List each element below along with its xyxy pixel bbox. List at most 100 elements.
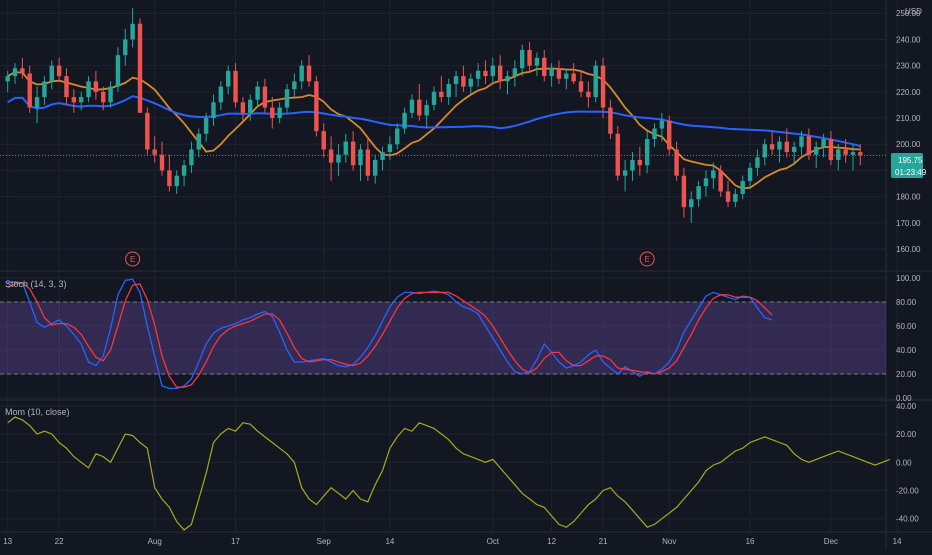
candle-body[interactable] bbox=[556, 68, 562, 79]
candle-body[interactable] bbox=[453, 76, 459, 84]
candle-body[interactable] bbox=[689, 199, 694, 208]
candle-body[interactable] bbox=[225, 70, 231, 87]
candle-body[interactable] bbox=[56, 65, 62, 77]
candle-body[interactable] bbox=[42, 81, 47, 98]
candle-body[interactable] bbox=[20, 68, 25, 74]
candle-body[interactable] bbox=[203, 118, 209, 134]
candle-body[interactable] bbox=[762, 144, 767, 158]
candle-body[interactable] bbox=[137, 23, 143, 113]
candle-body[interactable] bbox=[850, 152, 856, 155]
candle-body[interactable] bbox=[652, 128, 657, 139]
candle-body[interactable] bbox=[814, 146, 819, 155]
candle-body[interactable] bbox=[505, 76, 510, 82]
candle-body[interactable] bbox=[777, 141, 782, 150]
candle-body[interactable] bbox=[439, 91, 444, 98]
candle-body[interactable] bbox=[637, 159, 643, 166]
candle-body[interactable] bbox=[799, 136, 804, 147]
candle-body[interactable] bbox=[622, 170, 628, 176]
candle-body[interactable] bbox=[542, 57, 547, 77]
candle-body[interactable] bbox=[292, 81, 297, 90]
candle-body[interactable] bbox=[365, 149, 371, 176]
candle-body[interactable] bbox=[836, 149, 841, 160]
candle-body[interactable] bbox=[475, 70, 481, 79]
candle-body[interactable] bbox=[108, 86, 113, 103]
candle-body[interactable] bbox=[520, 49, 525, 69]
candle-body[interactable] bbox=[328, 149, 334, 163]
candle-body[interactable] bbox=[593, 65, 598, 98]
candle-body[interactable] bbox=[424, 104, 429, 116]
candle-body[interactable] bbox=[380, 152, 385, 160]
candle-body[interactable] bbox=[350, 141, 356, 166]
candle-body[interactable] bbox=[549, 68, 554, 77]
candle-body[interactable] bbox=[284, 89, 290, 108]
candle-body[interactable] bbox=[27, 73, 32, 108]
candle-body[interactable] bbox=[314, 81, 319, 132]
candle-body[interactable] bbox=[402, 112, 407, 129]
candle-body[interactable] bbox=[681, 175, 687, 208]
candle-body[interactable] bbox=[740, 180, 745, 195]
candle-body[interactable] bbox=[858, 152, 863, 156]
candle-body[interactable] bbox=[718, 170, 723, 192]
candle-body[interactable] bbox=[659, 120, 665, 129]
candle-body[interactable] bbox=[711, 170, 716, 179]
candle-body[interactable] bbox=[446, 83, 451, 98]
candle-body[interactable] bbox=[167, 170, 172, 187]
candle-body[interactable] bbox=[483, 70, 488, 77]
candle-body[interactable] bbox=[248, 99, 253, 113]
candle-body[interactable] bbox=[387, 144, 393, 153]
candle-body[interactable] bbox=[828, 139, 834, 160]
candle-body[interactable] bbox=[843, 149, 848, 155]
candle-body[interactable] bbox=[512, 68, 518, 77]
candle-body[interactable] bbox=[211, 102, 216, 119]
candle-body[interactable] bbox=[174, 175, 179, 187]
candle-body[interactable] bbox=[755, 157, 760, 168]
candle-body[interactable] bbox=[78, 97, 84, 103]
candle-body[interactable] bbox=[321, 131, 326, 150]
candle-body[interactable] bbox=[667, 120, 672, 150]
candle-body[interactable] bbox=[64, 76, 69, 98]
candle-body[interactable] bbox=[372, 159, 378, 176]
candle-body[interactable] bbox=[255, 86, 260, 100]
candle-body[interactable] bbox=[34, 97, 40, 108]
candle-body[interactable] bbox=[93, 81, 99, 92]
candle-body[interactable] bbox=[49, 65, 54, 82]
candle-body[interactable] bbox=[71, 97, 77, 103]
candle-body[interactable] bbox=[417, 99, 422, 116]
candle-body[interactable] bbox=[784, 141, 790, 153]
candle-body[interactable] bbox=[189, 149, 194, 166]
candle-body[interactable] bbox=[270, 107, 275, 119]
candle-body[interactable] bbox=[306, 65, 312, 82]
candle-body[interactable] bbox=[218, 86, 224, 103]
candle-body[interactable] bbox=[336, 154, 341, 163]
candle-body[interactable] bbox=[159, 154, 165, 171]
candle-body[interactable] bbox=[571, 73, 576, 82]
candle-body[interactable] bbox=[630, 159, 635, 171]
candle-body[interactable] bbox=[468, 78, 473, 87]
candle-body[interactable] bbox=[461, 76, 466, 87]
candle-body[interactable] bbox=[343, 141, 348, 155]
candle-body[interactable] bbox=[86, 81, 91, 98]
earnings-marker[interactable] bbox=[125, 251, 141, 267]
candle-body[interactable] bbox=[115, 55, 121, 87]
candle-body[interactable] bbox=[262, 86, 268, 108]
candle-body[interactable] bbox=[821, 139, 826, 147]
candle-body[interactable] bbox=[240, 102, 246, 113]
candle-body[interactable] bbox=[12, 68, 18, 77]
candle-body[interactable] bbox=[674, 149, 679, 176]
candle-body[interactable] bbox=[703, 178, 709, 187]
candles[interactable] bbox=[5, 8, 863, 223]
candle-body[interactable] bbox=[725, 191, 731, 202]
candle-body[interactable] bbox=[564, 73, 569, 79]
candle-body[interactable] bbox=[123, 39, 128, 56]
candle-body[interactable] bbox=[696, 186, 701, 200]
candle-body[interactable] bbox=[497, 65, 503, 82]
earnings-marker[interactable] bbox=[639, 251, 655, 267]
candle-body[interactable] bbox=[181, 165, 187, 176]
candle-body[interactable] bbox=[490, 65, 496, 77]
candle-body[interactable] bbox=[233, 70, 238, 103]
candle-body[interactable] bbox=[277, 107, 282, 119]
candle-body[interactable] bbox=[600, 65, 606, 108]
